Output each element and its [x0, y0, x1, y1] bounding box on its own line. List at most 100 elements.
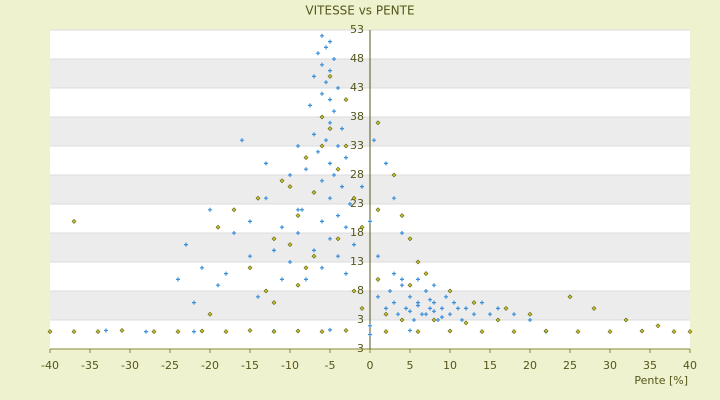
y-tick-label: 48: [350, 52, 364, 65]
point: [336, 144, 340, 148]
point: [207, 311, 213, 317]
point: [415, 329, 421, 335]
point: [304, 277, 308, 282]
point: [316, 51, 320, 56]
point: [151, 329, 157, 335]
x-tick-label: 10: [443, 359, 457, 372]
point: [336, 254, 340, 259]
point: [368, 219, 372, 224]
point: [320, 33, 324, 38]
point: [255, 195, 261, 201]
point: [440, 315, 444, 320]
point: [567, 294, 573, 300]
point: [240, 138, 244, 143]
x-tick-label: 35: [643, 359, 657, 372]
y-tick-label: 33: [350, 139, 364, 152]
point: [288, 173, 292, 177]
x-axis-title: Pente [%]: [634, 374, 688, 387]
point: [192, 300, 196, 305]
point: [392, 196, 396, 201]
x-tick-label: -5: [325, 359, 336, 372]
point: [407, 282, 413, 288]
point: [671, 329, 677, 335]
y-tick-label: 18: [350, 226, 364, 239]
point: [320, 219, 324, 224]
point: [464, 306, 468, 311]
point: [335, 236, 341, 242]
x-tick-label: -10: [281, 359, 299, 372]
point: [431, 317, 437, 323]
point: [328, 97, 332, 102]
point: [271, 300, 277, 306]
point: [623, 317, 629, 323]
point: [360, 184, 364, 189]
point: [340, 184, 344, 189]
point: [488, 312, 492, 317]
point: [320, 62, 324, 67]
x-tick-label: -20: [201, 359, 219, 372]
point: [384, 161, 388, 166]
point: [332, 173, 336, 177]
x-tick-label: 40: [683, 359, 697, 372]
point: [392, 271, 396, 276]
point: [95, 329, 101, 335]
point: [639, 328, 645, 334]
point: [311, 189, 317, 195]
point: [248, 219, 252, 224]
point: [400, 231, 404, 235]
point: [320, 178, 324, 183]
point: [460, 318, 464, 322]
y-tick-label: 43: [350, 81, 364, 94]
point: [208, 207, 212, 212]
point: [215, 224, 221, 230]
point: [359, 224, 365, 230]
point: [295, 213, 301, 219]
chart-title: VITESSE vs PENTE: [305, 4, 414, 18]
point: [232, 231, 236, 235]
point: [351, 195, 357, 201]
point: [448, 312, 452, 317]
point: [383, 311, 389, 317]
point: [311, 253, 317, 259]
point: [287, 242, 293, 248]
point: [447, 288, 453, 294]
x-tick-label: -40: [41, 359, 59, 372]
point: [384, 306, 388, 311]
point: [344, 225, 348, 230]
y-tick-label: 13: [350, 255, 364, 268]
point: [575, 329, 581, 335]
point: [388, 289, 392, 293]
point: [316, 149, 320, 154]
point: [512, 312, 516, 317]
x-tick-label: -35: [81, 359, 99, 372]
point: [271, 236, 277, 242]
point: [328, 39, 332, 44]
point: [432, 309, 436, 314]
x-tick-label: -30: [121, 359, 139, 372]
point: [332, 57, 336, 61]
point: [280, 225, 284, 230]
point: [296, 144, 300, 148]
point: [223, 329, 229, 335]
point: [256, 294, 260, 299]
point: [287, 184, 293, 190]
point: [436, 318, 440, 322]
point: [428, 306, 432, 311]
point: [320, 91, 324, 96]
point: [336, 213, 340, 218]
point: [231, 207, 237, 213]
point: [295, 328, 301, 334]
point: [263, 288, 269, 294]
point: [359, 305, 365, 311]
point: [248, 254, 252, 259]
point: [408, 294, 412, 299]
point: [303, 265, 309, 271]
point: [416, 303, 420, 308]
point: [328, 120, 332, 125]
point: [327, 73, 333, 79]
point: [447, 328, 453, 334]
point: [412, 318, 416, 322]
point: [432, 283, 436, 288]
point: [328, 161, 332, 166]
point: [328, 327, 332, 332]
